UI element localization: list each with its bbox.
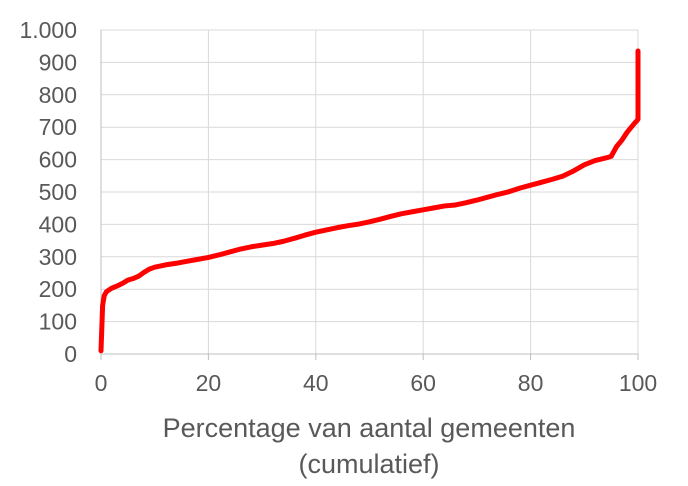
y-tick-label: 500 bbox=[39, 179, 77, 205]
y-tick-label: 700 bbox=[39, 114, 77, 140]
x-axis-label-line-2: (cumulatief) bbox=[298, 449, 439, 479]
axes bbox=[100, 30, 639, 360]
series-line bbox=[98, 48, 641, 354]
y-tick-label: 600 bbox=[39, 147, 77, 173]
y-tick-label: 0 bbox=[64, 341, 77, 367]
y-tick-label: 300 bbox=[39, 244, 77, 270]
y-tick-label: 400 bbox=[39, 211, 77, 237]
grid-lines bbox=[101, 29, 639, 354]
x-axis-label-line-1: Percentage van aantal gemeenten bbox=[163, 413, 576, 443]
y-tick-label: 200 bbox=[39, 276, 77, 302]
series-layer bbox=[98, 48, 641, 354]
y-tick-label: 100 bbox=[39, 309, 77, 335]
y-tick-label: 800 bbox=[39, 82, 77, 108]
y-tick-labels: 0 100 200 300 400 500 600 700 800 900 1.000 bbox=[19, 17, 77, 367]
x-tick-label: 100 bbox=[619, 370, 657, 396]
x-tick-label: 20 bbox=[196, 370, 222, 396]
x-tick-label: 40 bbox=[303, 370, 329, 396]
y-tick-label: 900 bbox=[39, 49, 77, 75]
y-tick-label: 1.000 bbox=[19, 17, 77, 43]
x-tick-label: 80 bbox=[518, 370, 544, 396]
x-tick-label: 0 bbox=[95, 370, 108, 396]
x-tick-label: 60 bbox=[410, 370, 436, 396]
x-tick-labels: 0 20 40 60 80 100 bbox=[95, 370, 658, 396]
